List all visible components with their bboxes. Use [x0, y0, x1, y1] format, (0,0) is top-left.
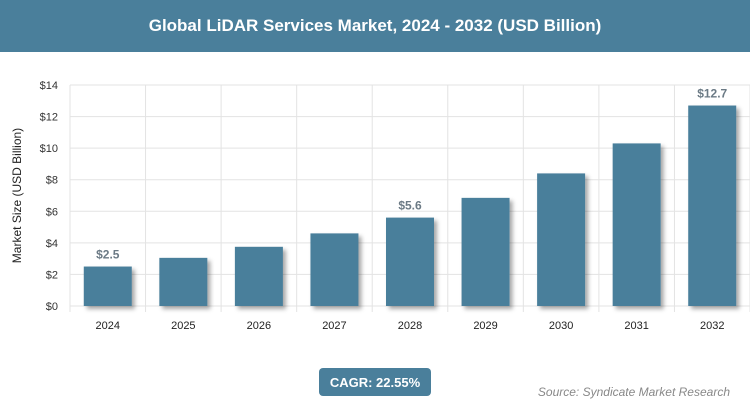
y-tick-label: $0 [46, 301, 58, 313]
data-label: $2.5 [96, 248, 120, 262]
x-tick-label: 2028 [398, 320, 422, 332]
data-label: $12.7 [697, 87, 727, 101]
bar-chart: $0 $2 $4 $6 $8 $10 $12 $14 Market Size (USD Bill… [10, 80, 750, 332]
data-label: $5.6 [398, 199, 422, 213]
bar-2028 [386, 217, 434, 306]
x-tick-label: 2032 [700, 320, 724, 332]
y-tick-label: $12 [40, 112, 58, 124]
source-note: Source: Syndicate Market Research [537, 385, 730, 399]
x-tick-label: 2027 [322, 320, 346, 332]
x-tick-label: 2029 [473, 320, 497, 332]
x-tick-label: 2026 [247, 320, 271, 332]
bar-2031 [612, 143, 661, 306]
bar-2032 [688, 105, 737, 306]
y-tick-label: $14 [40, 80, 58, 92]
y-tick-label: $6 [46, 206, 58, 218]
x-tick-label: 2024 [96, 320, 120, 332]
x-tick-label: 2025 [171, 320, 195, 332]
bar-2027 [310, 233, 359, 306]
y-tick-label: $10 [40, 143, 58, 155]
x-tick-label: 2031 [624, 320, 648, 332]
cagr-badge: CAGR: 22.55% [319, 368, 431, 396]
y-tick-label: $4 [46, 238, 58, 250]
y-axis-label: Market Size (USD Billion) [10, 128, 24, 263]
bar-2030 [537, 173, 586, 306]
y-tick-label: $8 [46, 175, 58, 187]
x-tick-label: 2030 [549, 320, 573, 332]
bar-2025 [159, 257, 208, 306]
bar-2024 [83, 266, 132, 306]
chart-title: Global LiDAR Services Market, 2024 - 203… [0, 0, 750, 52]
bar-2029 [461, 197, 510, 306]
bar-2026 [234, 246, 283, 306]
y-tick-label: $2 [46, 269, 58, 281]
